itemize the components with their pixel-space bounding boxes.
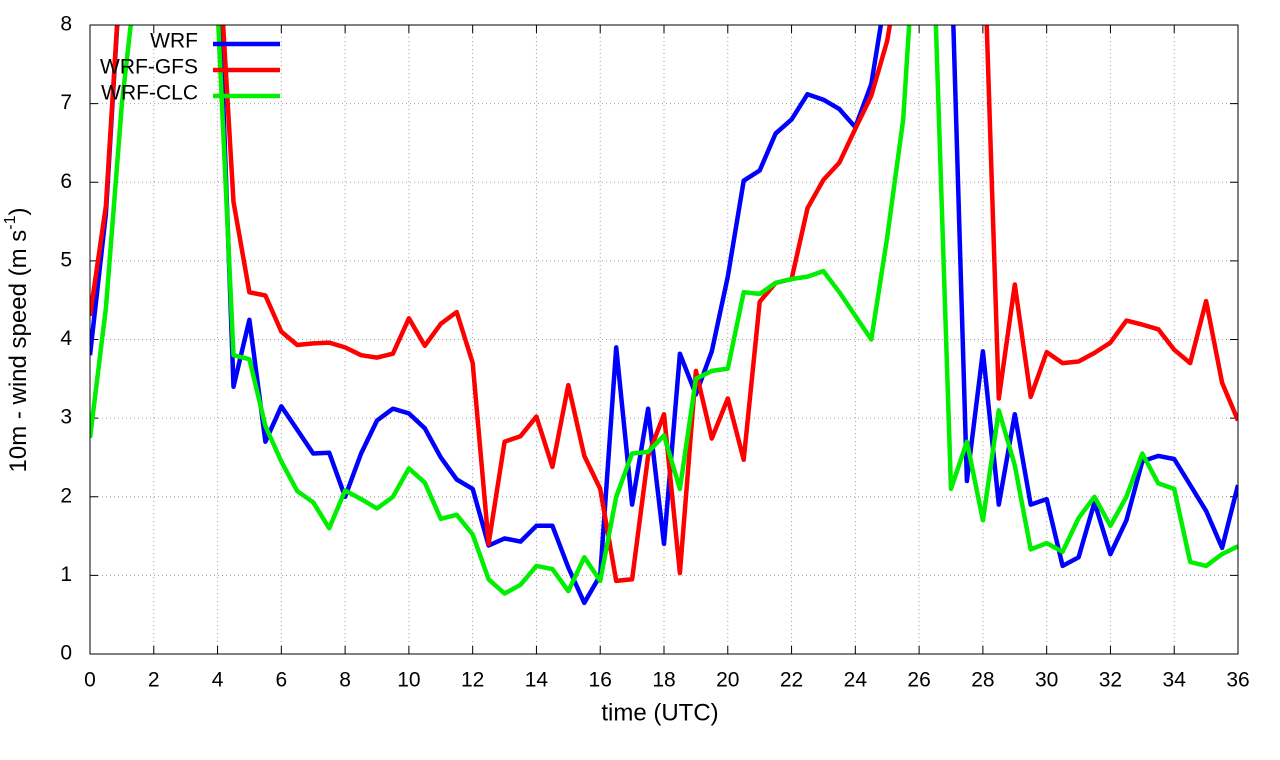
y-axis-label-end: ) bbox=[5, 208, 32, 216]
y-tick-label: 5 bbox=[60, 248, 72, 271]
y-tick-label: 2 bbox=[60, 484, 72, 507]
y-tick-label: 6 bbox=[60, 170, 72, 193]
y-axis-label-sup: -1 bbox=[2, 215, 19, 229]
y-tick-label: 8 bbox=[60, 13, 72, 36]
x-tick-label: 4 bbox=[212, 669, 224, 692]
x-tick-label: 16 bbox=[589, 669, 612, 692]
x-tick-label: 26 bbox=[907, 669, 930, 692]
legend-label: WRF-GFS bbox=[100, 56, 198, 79]
legend-label: WRF bbox=[150, 30, 198, 53]
plot-area bbox=[90, 25, 1238, 606]
x-tick-label: 34 bbox=[1163, 669, 1187, 692]
y-axis-label-text: 10m - wind speed (m s bbox=[5, 230, 32, 473]
y-tick-label: 7 bbox=[60, 91, 72, 114]
x-tick-label: 24 bbox=[844, 669, 868, 692]
x-axis-label: time (UTC) bbox=[601, 699, 718, 726]
x-tick-label: 36 bbox=[1226, 669, 1249, 692]
y-tick-label: 0 bbox=[60, 642, 72, 665]
series-line bbox=[90, 25, 1238, 606]
legend-label: WRF-CLC bbox=[101, 82, 198, 105]
x-tick-label: 12 bbox=[461, 669, 484, 692]
plot-border bbox=[89, 24, 1239, 655]
x-tick-label: 30 bbox=[1035, 669, 1058, 692]
x-tick-label: 2 bbox=[148, 669, 160, 692]
x-tick-label: 6 bbox=[275, 669, 287, 692]
y-tick-label: 3 bbox=[60, 406, 72, 429]
x-tick-label: 14 bbox=[525, 669, 549, 692]
x-tick-label: 10 bbox=[397, 669, 420, 692]
series-line bbox=[90, 25, 1238, 596]
x-tick-label: 18 bbox=[652, 669, 675, 692]
y-axis-label: 10m - wind speed (m s-1) bbox=[2, 208, 32, 473]
x-tick-label: 8 bbox=[339, 669, 351, 692]
x-tick-label: 22 bbox=[780, 669, 803, 692]
y-tick-label: 4 bbox=[60, 327, 72, 350]
x-tick-label: 0 bbox=[84, 669, 96, 692]
series-line bbox=[90, 25, 1238, 584]
x-tick-label: 20 bbox=[716, 669, 739, 692]
y-tick-label: 1 bbox=[60, 563, 72, 586]
x-tick-label: 28 bbox=[971, 669, 994, 692]
x-tick-label: 32 bbox=[1099, 669, 1122, 692]
